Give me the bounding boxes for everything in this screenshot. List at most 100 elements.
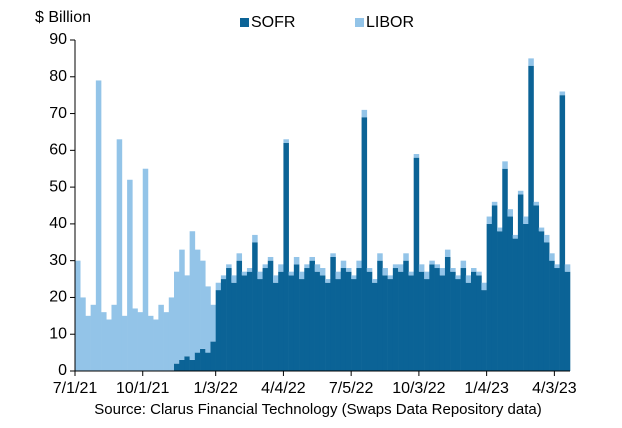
bar [319, 275, 326, 371]
bar [418, 271, 425, 371]
bar [314, 271, 321, 371]
bar [481, 282, 487, 291]
bar [200, 260, 206, 349]
bar [267, 256, 274, 261]
bar [549, 260, 555, 371]
bar [283, 139, 289, 143]
bar [179, 249, 185, 360]
bar [486, 223, 493, 371]
bar [121, 315, 128, 371]
bar [543, 242, 550, 371]
bar [226, 268, 232, 371]
bar [455, 279, 461, 371]
bar [444, 256, 451, 371]
bar [497, 231, 503, 371]
bar [460, 260, 467, 269]
legend-swatch [240, 18, 249, 27]
bar [366, 271, 373, 371]
y-tick-label: 40 [49, 215, 67, 232]
bar [444, 249, 451, 257]
bar [507, 209, 513, 217]
bar [507, 216, 513, 371]
bar [236, 260, 243, 371]
y-axis-label: $ Billion [35, 9, 91, 26]
bar [137, 312, 144, 371]
bar [184, 275, 190, 357]
bar [293, 264, 300, 371]
bar [387, 279, 394, 371]
bar [231, 275, 237, 283]
bar [543, 234, 550, 243]
y-tick-label: 90 [49, 31, 67, 48]
bar [450, 271, 456, 371]
y-tick-label: 10 [49, 325, 67, 342]
bar [559, 95, 566, 372]
bar [382, 268, 388, 276]
bar [465, 275, 472, 283]
bar [450, 268, 456, 272]
bar [408, 275, 414, 371]
bar [246, 268, 253, 272]
bar [476, 271, 482, 276]
bar [471, 268, 477, 272]
y-tick-label: 50 [49, 178, 67, 195]
bar [262, 268, 269, 371]
x-tick-label: 1/4/23 [464, 380, 509, 397]
bar [361, 109, 368, 118]
bar [231, 282, 237, 371]
bar [314, 264, 321, 272]
y-tick-label: 60 [49, 142, 67, 159]
bar [418, 264, 425, 272]
bar [533, 205, 540, 371]
bar [429, 260, 435, 265]
bar [340, 268, 347, 371]
bar [491, 201, 498, 206]
bar [330, 253, 336, 257]
y-tick-label: 80 [49, 68, 67, 85]
bar [345, 268, 352, 272]
legend-swatch [355, 18, 364, 27]
bar [517, 194, 524, 371]
bar [403, 253, 409, 261]
bar [439, 268, 446, 276]
bar [372, 282, 378, 371]
bar [356, 260, 362, 269]
y-tick-label: 20 [49, 289, 67, 306]
bar [273, 275, 279, 283]
bar [246, 271, 253, 371]
bar [174, 363, 180, 371]
bar [153, 319, 159, 371]
legend-label: LIBOR [366, 14, 414, 31]
bar [75, 260, 81, 371]
bar [392, 264, 399, 269]
bar [210, 304, 216, 342]
bar [502, 161, 508, 169]
bar [340, 260, 347, 269]
bar [486, 216, 493, 224]
bar [236, 253, 243, 261]
bar [215, 282, 222, 291]
bar [90, 304, 97, 371]
x-tick-label: 4/4/22 [261, 380, 306, 397]
bar [351, 275, 357, 280]
bar [429, 264, 435, 371]
bar [424, 271, 430, 280]
bar [549, 253, 555, 261]
bar [252, 242, 258, 371]
bar [132, 308, 138, 371]
bar [116, 139, 123, 371]
bar [434, 264, 441, 269]
bar [559, 91, 566, 96]
bar [163, 312, 170, 371]
bar [523, 223, 529, 371]
bar [465, 282, 472, 371]
bar [335, 279, 342, 371]
bar [226, 264, 232, 269]
bar [205, 286, 211, 353]
x-tick-label: 7/1/21 [53, 380, 98, 397]
bar [293, 256, 300, 265]
x-tick-label: 4/3/23 [532, 380, 577, 397]
bar [377, 260, 383, 371]
bar [273, 282, 279, 371]
